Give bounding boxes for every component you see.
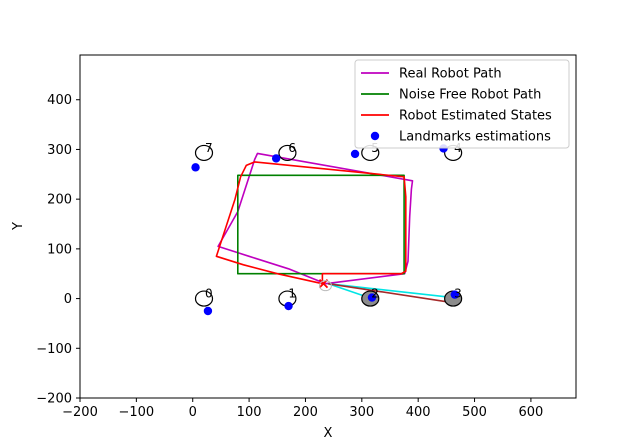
tick-layer: −200 −100 0 100 200 300 400 500 600 −200 −100 0 100 2… <box>36 93 543 420</box>
x-tick-label: 200 <box>293 405 318 420</box>
y-tick-label: 100 <box>47 242 72 257</box>
series-line-3 <box>215 161 407 285</box>
y-tick-label: 0 <box>64 292 72 307</box>
y-axis-label: Y <box>11 222 26 231</box>
x-tick-label: −200 <box>62 405 98 420</box>
landmark-estimate-dot-0 <box>203 306 213 316</box>
legend-label-3: Robot Estimated States <box>399 109 552 124</box>
landmark-estimate-dot-7 <box>191 163 200 172</box>
landmark-label-7: 7 <box>205 141 213 155</box>
x-tick-label: 500 <box>462 405 487 420</box>
legend-box <box>354 59 570 149</box>
y-tick-label: 400 <box>47 93 72 108</box>
landmark-label-6: 6 <box>288 141 296 155</box>
y-tick-label: −200 <box>36 392 72 407</box>
x-tick-label: 400 <box>406 405 431 420</box>
x-tick-label: 0 <box>189 405 197 420</box>
x-tick-label: −100 <box>119 405 155 420</box>
landmark-label-1: 1 <box>288 287 296 301</box>
observation-line-2 <box>327 282 454 299</box>
y-tick-label: 200 <box>47 193 72 208</box>
landmark-estimate-dot-6 <box>271 154 281 163</box>
x-tick-label: 600 <box>518 405 543 420</box>
x-axis-label: X <box>324 426 333 441</box>
series-layer <box>215 152 454 304</box>
landmark-estimate-dot-1 <box>284 301 293 311</box>
landmark-label-2: 2 <box>371 287 379 301</box>
landmark-circle-6 <box>278 144 297 162</box>
legend-swatch-4 <box>370 131 380 141</box>
robot-uncertainty-ellipse <box>318 280 332 292</box>
x-tick-label: 300 <box>349 405 374 420</box>
y-tick-label: −100 <box>36 342 72 357</box>
legend-label-1: Real Robot Path <box>399 67 502 82</box>
y-tick-label: 300 <box>47 143 72 158</box>
x-tick-label: 100 <box>237 405 262 420</box>
landmark-estimate-dot-5 <box>350 149 360 159</box>
legend: Real Robot Path Noise Free Robot Path Robo… <box>354 59 570 149</box>
legend-label-2: Noise Free Robot Path <box>399 88 541 103</box>
landmark-estimate-dot-2 <box>367 293 377 302</box>
landmark-circle-7 <box>194 144 214 162</box>
legend-label-4: Landmarks estimations <box>399 130 551 145</box>
series-line-1 <box>217 152 414 285</box>
observation-line-3 <box>327 282 453 304</box>
plot-frame <box>79 54 577 399</box>
landmark-circle-0 <box>194 290 214 307</box>
landmark-estimate-dot-3 <box>450 290 460 299</box>
landmark-label-0: 0 <box>205 287 213 301</box>
landmark-label-3: 3 <box>454 287 462 301</box>
